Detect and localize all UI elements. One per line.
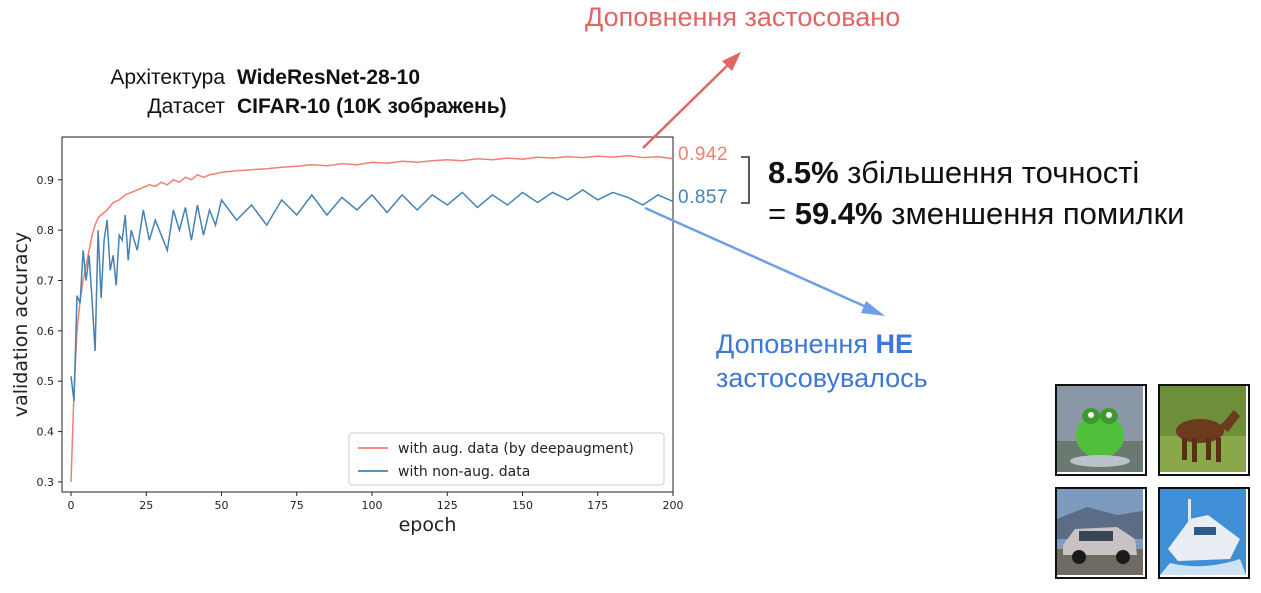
- x-tick-label: 50: [215, 499, 229, 512]
- y-tick-label: 0.3: [37, 476, 55, 489]
- error-reduction-value: 59.4%: [794, 196, 883, 231]
- aug-arrow-head: [722, 52, 741, 71]
- noaug-not: НЕ: [875, 329, 913, 359]
- frog-thumbnail: [1055, 384, 1147, 476]
- x-tick-label: 0: [68, 499, 75, 512]
- noaug-annotation-line1: Доповнення НЕ: [716, 327, 928, 361]
- dataset-row: Датасет CIFAR-10 (10K зображень): [100, 95, 507, 119]
- dataset-value: CIFAR-10 (10K зображень): [237, 95, 507, 118]
- aug-applied-annotation: Доповнення застосовано: [585, 2, 901, 32]
- plot-frame: [61, 136, 674, 493]
- aug-arrow-line: [642, 61, 732, 149]
- x-tick-label: 125: [437, 499, 458, 512]
- x-axis-label: epoch: [399, 514, 457, 536]
- legend-label: with aug. data (by deepaugment): [398, 441, 634, 457]
- horse-icon: [1160, 386, 1246, 472]
- architecture-value: WideResNet-28-10: [237, 66, 421, 89]
- legend-label: with non-aug. data: [398, 464, 530, 480]
- y-tick-label: 0.8: [37, 224, 55, 237]
- frog-icon: [1057, 386, 1143, 472]
- improvement-bracket: [741, 156, 750, 204]
- y-tick-label: 0.5: [37, 375, 55, 388]
- noaug-prefix: Доповнення: [716, 329, 876, 359]
- x-tick-label: 25: [139, 499, 153, 512]
- final-noaug-value: 0.857: [678, 187, 729, 208]
- architecture-row: Архітектура WideResNet-28-10: [100, 66, 420, 90]
- accuracy-increase-text: збільшення точності: [838, 155, 1140, 190]
- series-line-noaug: [70, 188, 674, 402]
- y-tick-label: 0.4: [37, 426, 55, 439]
- x-tick-label: 75: [290, 499, 304, 512]
- error-reduction-text: зменшення помилки: [882, 196, 1185, 231]
- dataset-label: Датасет: [147, 95, 225, 118]
- car-thumbnail: [1055, 487, 1147, 579]
- x-tick-label: 150: [512, 499, 533, 512]
- error-reduction-prefix: =: [768, 196, 795, 231]
- car-icon: [1057, 489, 1143, 575]
- final-aug-value: 0.942: [678, 144, 729, 165]
- boat-thumbnail: [1158, 487, 1250, 579]
- x-tick-label: 100: [362, 499, 383, 512]
- error-reduction-stat: = 59.4% зменшення помилки: [768, 196, 1185, 232]
- series-line-aug: [70, 154, 674, 482]
- y-tick-label: 0.7: [37, 275, 55, 288]
- horse-thumbnail: [1158, 384, 1250, 476]
- accuracy-increase-stat: 8.5% збільшення точності: [768, 155, 1139, 191]
- x-tick-label: 175: [587, 499, 608, 512]
- y-axis-label: validation accuracy: [10, 232, 32, 417]
- architecture-label: Архітектура: [110, 66, 225, 89]
- noaug-arrow-head: [861, 301, 885, 316]
- y-tick-label: 0.6: [37, 325, 55, 338]
- x-tick-label: 200: [663, 499, 684, 512]
- noaug-annotation: Доповнення НЕ застосовувалось: [716, 327, 928, 395]
- legend-box: [348, 432, 665, 486]
- y-tick-label: 0.9: [37, 174, 55, 187]
- accuracy-increase-value: 8.5%: [768, 155, 839, 190]
- noaug-annotation-line2: застосовувалось: [716, 363, 928, 393]
- boat-icon: [1160, 489, 1246, 575]
- noaug-arrow-line: [644, 206, 874, 312]
